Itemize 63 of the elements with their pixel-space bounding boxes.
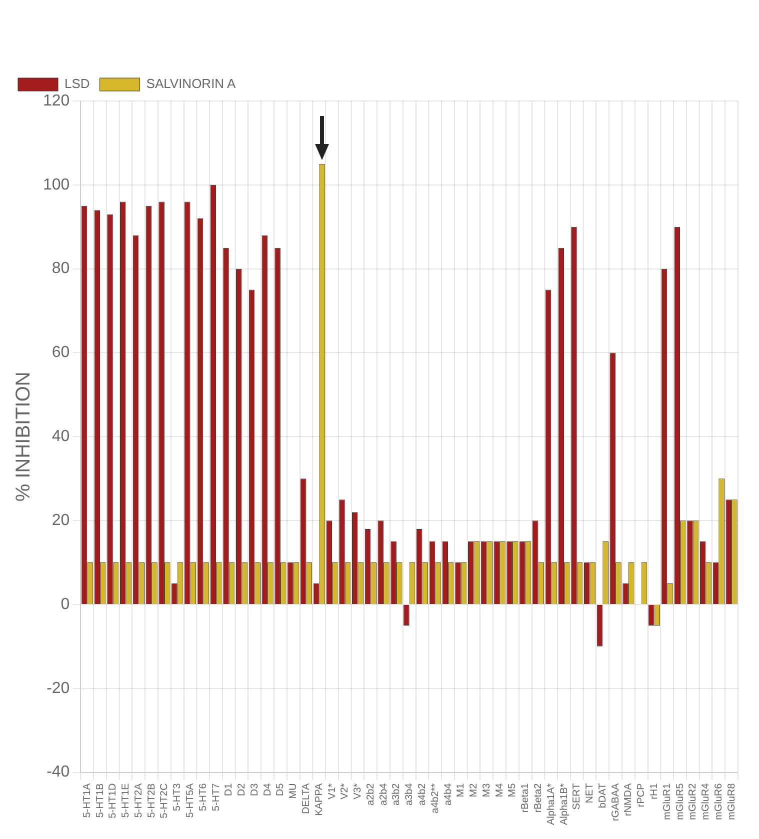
x-tick-label: rPCP <box>636 782 648 808</box>
x-tick-label: rBeta1 <box>520 782 532 813</box>
x-tick-label: M3 <box>481 782 492 798</box>
x-tick-label: 5-HT1B <box>94 782 106 818</box>
x-tick-label: mGluR8 <box>726 782 738 820</box>
x-tick-label: 5-HT6 <box>198 782 209 812</box>
x-tick-label: rNMDA <box>623 782 634 816</box>
x-tick-label: 5-HT5A <box>184 782 196 818</box>
x-tick-label: a3b4 <box>404 782 416 806</box>
y-tick-label: 80 <box>52 260 70 278</box>
x-tick-label: 5-HT3 <box>172 782 184 812</box>
y-tick-label: -40 <box>46 764 70 781</box>
x-tick-label: 5-HT7 <box>210 782 222 812</box>
x-tick-label: a3b2 <box>391 782 402 806</box>
y-tick-label: 40 <box>52 428 70 446</box>
x-tick-label: 5-HT1D <box>108 783 119 818</box>
x-tick-label: 5-HT2C <box>159 783 170 818</box>
x-tick-label: Alpha1A* <box>546 783 557 826</box>
y-tick-label: 100 <box>42 176 70 194</box>
x-tick-label: V1* <box>326 783 338 800</box>
x-tick-label: V2* <box>340 783 351 800</box>
x-tick-label: DELTA <box>300 782 312 814</box>
x-tick-label: M4 <box>494 782 506 798</box>
x-tick-label: D5 <box>275 782 286 796</box>
legend-label: LSD <box>64 76 90 92</box>
legend-label: SALVINORIN A <box>146 76 236 92</box>
x-tick-label: SERT <box>572 783 583 810</box>
x-tick-label: mGluR1 <box>662 782 673 820</box>
y-tick-label: 120 <box>42 92 70 110</box>
x-tick-label: KAPPA <box>314 782 325 816</box>
y-tick-label: -20 <box>46 680 70 697</box>
x-tick-label: rBeta2 <box>532 782 544 813</box>
x-tick-label: a4b2 <box>416 782 428 806</box>
x-tick-label: mGluR2 <box>688 782 699 820</box>
x-tick-label: mGluR4 <box>700 782 712 820</box>
x-tick-label: M2 <box>468 782 480 798</box>
x-tick-label: 5-HT2B <box>146 782 158 818</box>
x-tick-label: NET <box>584 783 596 804</box>
x-tick-label: mGluR5 <box>674 782 686 820</box>
x-tick-label: a2b4 <box>378 782 390 806</box>
x-tick-label: rGABAA <box>610 782 622 822</box>
x-tick-label: 5-HT1E <box>120 782 132 818</box>
y-tick-label: 60 <box>52 344 70 362</box>
y-tick-label: 20 <box>52 512 70 529</box>
x-tick-label: D1 <box>224 782 235 796</box>
x-tick-label: D2 <box>236 782 248 796</box>
x-tick-label: V3* <box>352 783 364 800</box>
x-tick-label: Alpha1B* <box>558 783 570 826</box>
x-tick-label: rH1 <box>648 782 660 800</box>
x-tick-label: a2b2 <box>365 782 376 806</box>
y-axis-title: % INHIBITION <box>12 372 35 502</box>
x-tick-label: mGluR6 <box>713 782 724 820</box>
x-tick-label: D4 <box>262 782 274 796</box>
x-tick-label: M5 <box>507 782 518 798</box>
x-tick-label: a4b4 <box>442 782 454 806</box>
x-tick-label: a4b2** <box>430 783 441 814</box>
x-tick-label: D3 <box>249 782 260 796</box>
x-tick-label: 5-HT1A <box>82 782 93 818</box>
x-tick-label: 5-HT2A <box>133 782 144 818</box>
y-tick-label: 0 <box>60 596 70 613</box>
x-tick-label: M1 <box>456 782 467 798</box>
x-tick-label: MU <box>288 783 300 799</box>
x-tick-label: bDAT <box>597 783 608 808</box>
